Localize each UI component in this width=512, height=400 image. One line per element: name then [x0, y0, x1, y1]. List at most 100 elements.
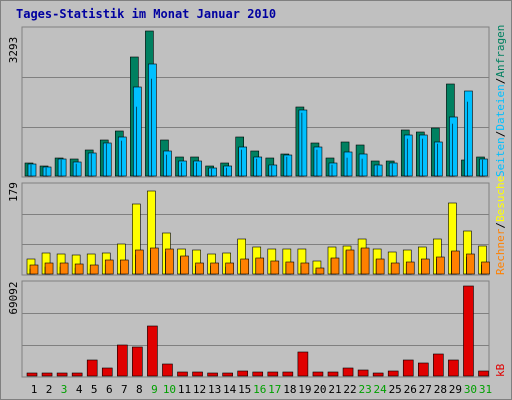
x-tick-label: 23	[358, 383, 371, 396]
side-label-text: Rechner/Besuche	[494, 176, 507, 275]
bar-kb	[26, 372, 38, 377]
bar-besuche	[44, 262, 54, 275]
bar-dateien	[193, 160, 202, 177]
side-label-kb: kB	[494, 363, 507, 377]
bar-besuche	[360, 247, 370, 275]
side-labels-middle: Rechner/Besuche	[494, 176, 507, 275]
x-tick-label: 30	[464, 383, 477, 396]
x-tick-label: 31	[479, 383, 492, 396]
bar-dateien	[253, 156, 263, 177]
bar-besuche	[285, 261, 295, 275]
x-tick-label: 5	[91, 383, 98, 396]
bar-dateien	[403, 134, 413, 177]
bar-dateien	[118, 136, 127, 177]
bar-kb	[433, 353, 444, 377]
bar-dateien	[373, 164, 383, 177]
x-axis-day-labels: 1 2 3 4 5 6 7 8 9 10 11 12 13 14 15 16 17 18 19 20 21 22 23 24 2…	[31, 383, 492, 396]
bar-kb	[177, 371, 188, 377]
x-tick-label: 3	[61, 383, 68, 396]
x-tick-label: 26	[404, 383, 417, 396]
x-tick-label: 29	[449, 383, 462, 396]
bar-dateien	[358, 153, 368, 177]
bar-besuche	[405, 261, 415, 275]
bar-besuche	[300, 262, 310, 275]
bar-kb	[117, 344, 128, 377]
bar-kb	[478, 370, 489, 377]
bar-dateien	[388, 162, 398, 177]
bar-kb	[417, 362, 429, 377]
x-tick-label: 14	[223, 383, 237, 396]
bar-besuche	[240, 258, 249, 275]
bar-dateien	[163, 150, 172, 177]
x-tick-label: 24	[374, 383, 388, 396]
bar-dateien	[343, 151, 353, 177]
bar-dateien	[328, 162, 338, 177]
bar-dateien	[87, 152, 97, 177]
bar-besuche	[481, 261, 490, 275]
side-label-separator: /	[494, 78, 507, 85]
x-tick-label: 11	[178, 383, 191, 396]
bar-kb	[297, 351, 309, 377]
bar-dateien	[57, 158, 67, 177]
side-label-seiten: Seiten	[494, 137, 507, 177]
x-tick-label: 17	[268, 383, 281, 396]
bar-dateien	[27, 163, 37, 177]
bar-dateien	[418, 134, 428, 177]
side-labels-bottom: kB	[494, 363, 507, 377]
side-labels-top: Seiten/Dateien/Anfragen	[494, 25, 507, 177]
x-tick-label: 6	[106, 383, 113, 396]
side-label-text: kB	[494, 363, 507, 377]
bar-kb	[222, 372, 233, 377]
x-tick-label: 10	[163, 383, 176, 396]
bar-kb	[402, 359, 414, 377]
bar-dateien	[479, 158, 488, 177]
bar-besuche	[390, 262, 400, 275]
bar-dateien	[102, 142, 112, 177]
bar-dateien	[148, 63, 157, 177]
bar-besuche	[120, 259, 129, 275]
bar-kb	[252, 371, 264, 377]
bar-dateien	[449, 116, 458, 177]
bar-kb	[56, 372, 68, 377]
bar-kb	[237, 370, 248, 377]
x-tick-label: 1	[31, 383, 38, 396]
chart-title: Tages-Statistik im Monat Januar 2010	[16, 7, 276, 21]
bar-besuche	[135, 249, 144, 275]
bar-besuche	[315, 267, 325, 275]
x-tick-label: 22	[343, 383, 356, 396]
bar-kb	[132, 346, 143, 377]
x-tick-label: 12	[193, 383, 206, 396]
bar-dateien	[42, 166, 52, 177]
y-max-label-hits: 3293	[7, 37, 20, 64]
bar-kb	[448, 359, 459, 377]
bar-besuche	[59, 262, 69, 275]
bar-besuche	[180, 255, 189, 275]
grid-lines	[22, 77, 489, 346]
bar-kb	[192, 371, 203, 377]
side-label-separator: /	[494, 131, 507, 138]
bar-besuche	[195, 262, 204, 275]
x-tick-label: 13	[208, 383, 221, 396]
bar-dateien	[298, 109, 308, 177]
bar-besuche	[345, 249, 355, 275]
bar-besuche	[375, 258, 385, 275]
bar-dateien	[133, 86, 142, 177]
x-tick-label: 16	[253, 383, 266, 396]
bar-besuche	[466, 253, 475, 275]
bar-besuche	[420, 258, 430, 275]
x-tick-label: 21	[328, 383, 341, 396]
bar-kb	[41, 372, 53, 377]
bar-kb	[71, 372, 83, 377]
bar-besuche	[451, 250, 460, 275]
side-label-separator: /	[494, 222, 507, 229]
bar-kb	[372, 372, 384, 377]
bar-dateien	[268, 164, 278, 177]
bar-dateien	[223, 165, 232, 177]
side-label-text: Seiten/Dateien/Anfragen	[494, 25, 507, 177]
x-tick-label: 20	[313, 383, 326, 396]
bar-besuche	[210, 262, 219, 275]
bar-kb	[147, 325, 158, 377]
x-tick-label: 18	[283, 383, 296, 396]
bar-kb	[327, 371, 339, 377]
bar-besuche	[165, 248, 174, 275]
